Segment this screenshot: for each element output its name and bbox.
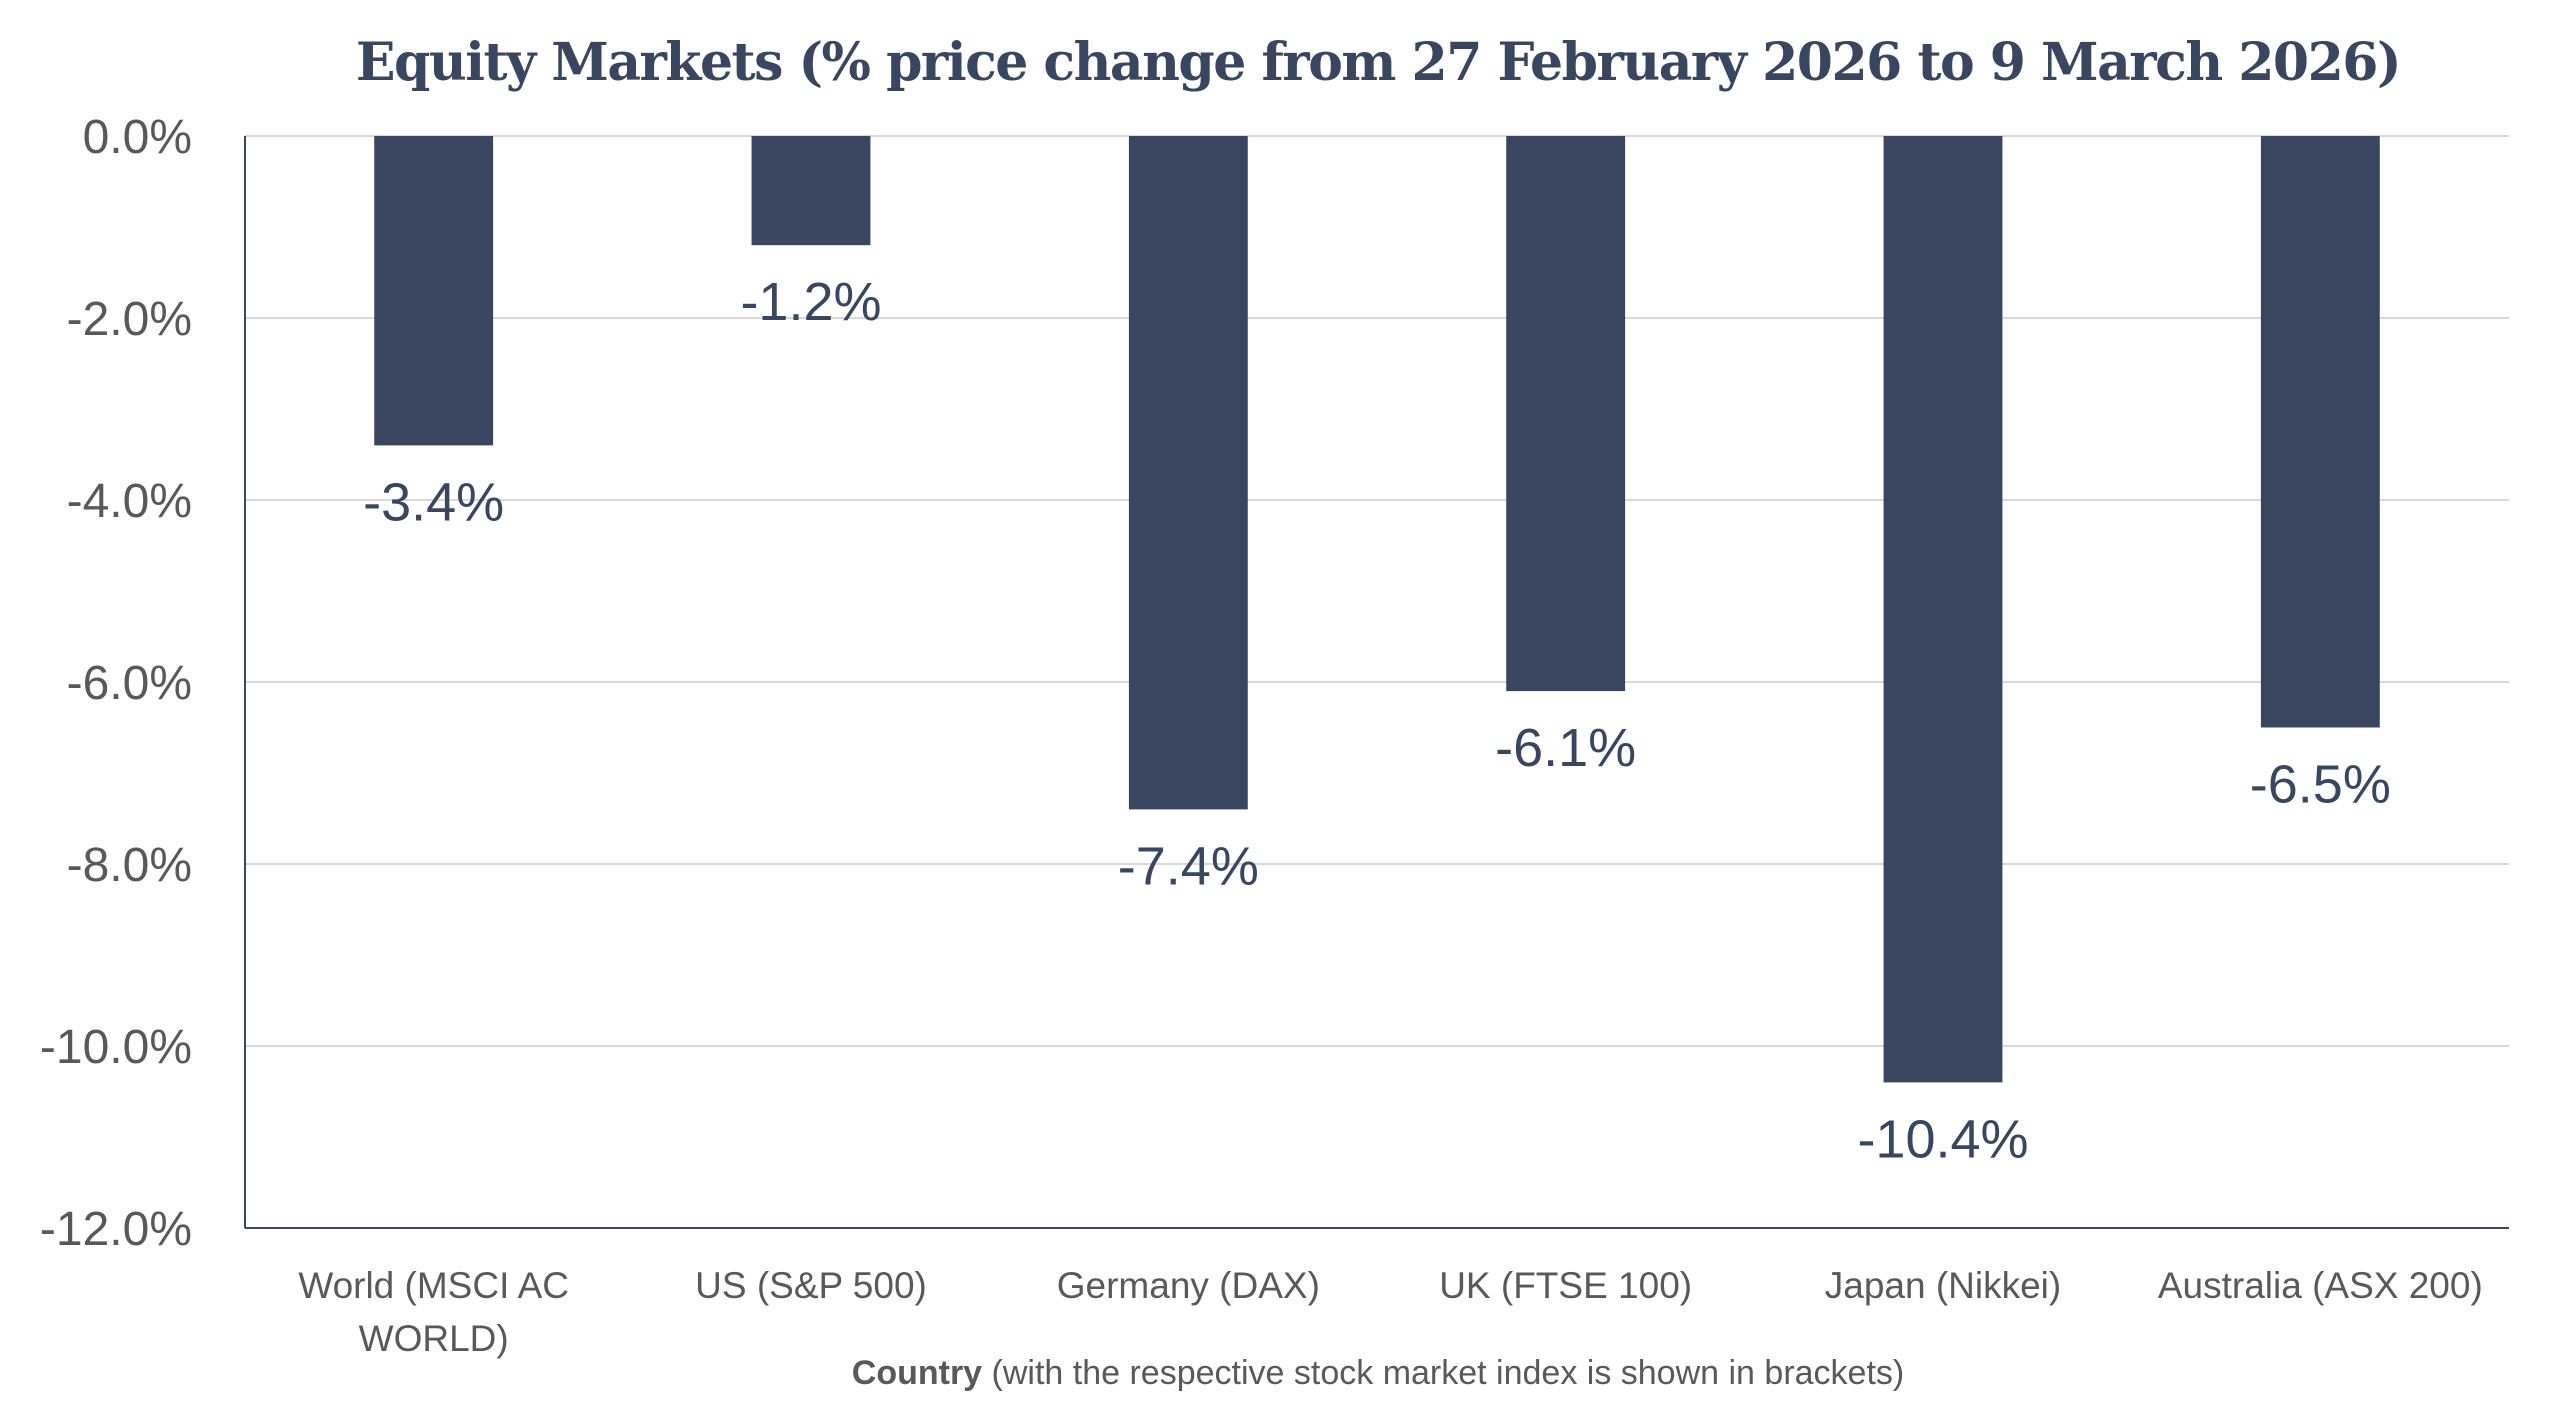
x-tick-label-line: World (MSCI AC (298, 1265, 569, 1306)
bars (374, 136, 2380, 1083)
y-tick-label: -2.0% (67, 293, 192, 346)
bar (1506, 136, 1626, 692)
x-tick-label-line: UK (FTSE 100) (1439, 1265, 1692, 1306)
y-tick-label: -4.0% (67, 475, 192, 528)
x-tick-label: US (S&P 500) (695, 1265, 927, 1306)
y-tick-label: -12.0% (40, 1203, 192, 1256)
bar (2260, 136, 2380, 728)
data-label: -1.2% (740, 272, 881, 332)
x-tick-label-line: Australia (ASX 200) (2158, 1265, 2483, 1306)
x-tick-label-line: Germany (DAX) (1057, 1265, 1320, 1306)
x-tick-label: Australia (ASX 200) (2158, 1265, 2483, 1306)
x-tick-label: Germany (DAX) (1057, 1265, 1320, 1306)
bar (374, 136, 494, 446)
bar (1128, 136, 1248, 810)
x-axis-title-rest: (with the respective stock market index … (982, 1354, 1904, 1392)
data-label: -10.4% (1857, 1109, 2028, 1169)
data-label: -6.1% (1495, 718, 1636, 778)
x-tick-label: Japan (Nikkei) (1825, 1265, 2061, 1306)
x-tick-label-line: Japan (Nikkei) (1825, 1265, 2061, 1306)
gridlines (245, 135, 2509, 1047)
bar (1883, 136, 2003, 1083)
x-axis-title: Country (with the respective stock marke… (852, 1354, 1904, 1392)
data-labels: -3.4% -1.2% -7.4% -6.1% -10.4% -6.5% (363, 272, 2391, 1169)
y-tick-label: -10.0% (40, 1021, 192, 1074)
chart-title: Equity Markets (% price change from 27 F… (356, 32, 2400, 93)
bar (751, 136, 871, 246)
x-axis-ticks: World (MSCI AC WORLD) US (S&P 500) Germany … (298, 1265, 2482, 1359)
y-tick-label: -8.0% (67, 839, 192, 892)
y-tick-label: 0.0% (83, 111, 192, 164)
y-tick-label: -6.0% (67, 657, 192, 710)
x-axis-title-bold: Country (852, 1354, 982, 1392)
x-tick-label-line: WORLD) (359, 1318, 509, 1359)
x-tick-label-line: US (S&P 500) (695, 1265, 927, 1306)
x-tick-label: UK (FTSE 100) (1439, 1265, 1692, 1306)
data-label: -7.4% (1118, 836, 1259, 896)
data-label: -6.5% (2250, 755, 2391, 815)
y-axis-ticks: 0.0% -2.0% -4.0% -6.0% -8.0% -10.0% -12.0% (40, 111, 192, 1256)
x-tick-label: World (MSCI AC WORLD) (298, 1265, 569, 1359)
data-label: -3.4% (363, 472, 504, 532)
